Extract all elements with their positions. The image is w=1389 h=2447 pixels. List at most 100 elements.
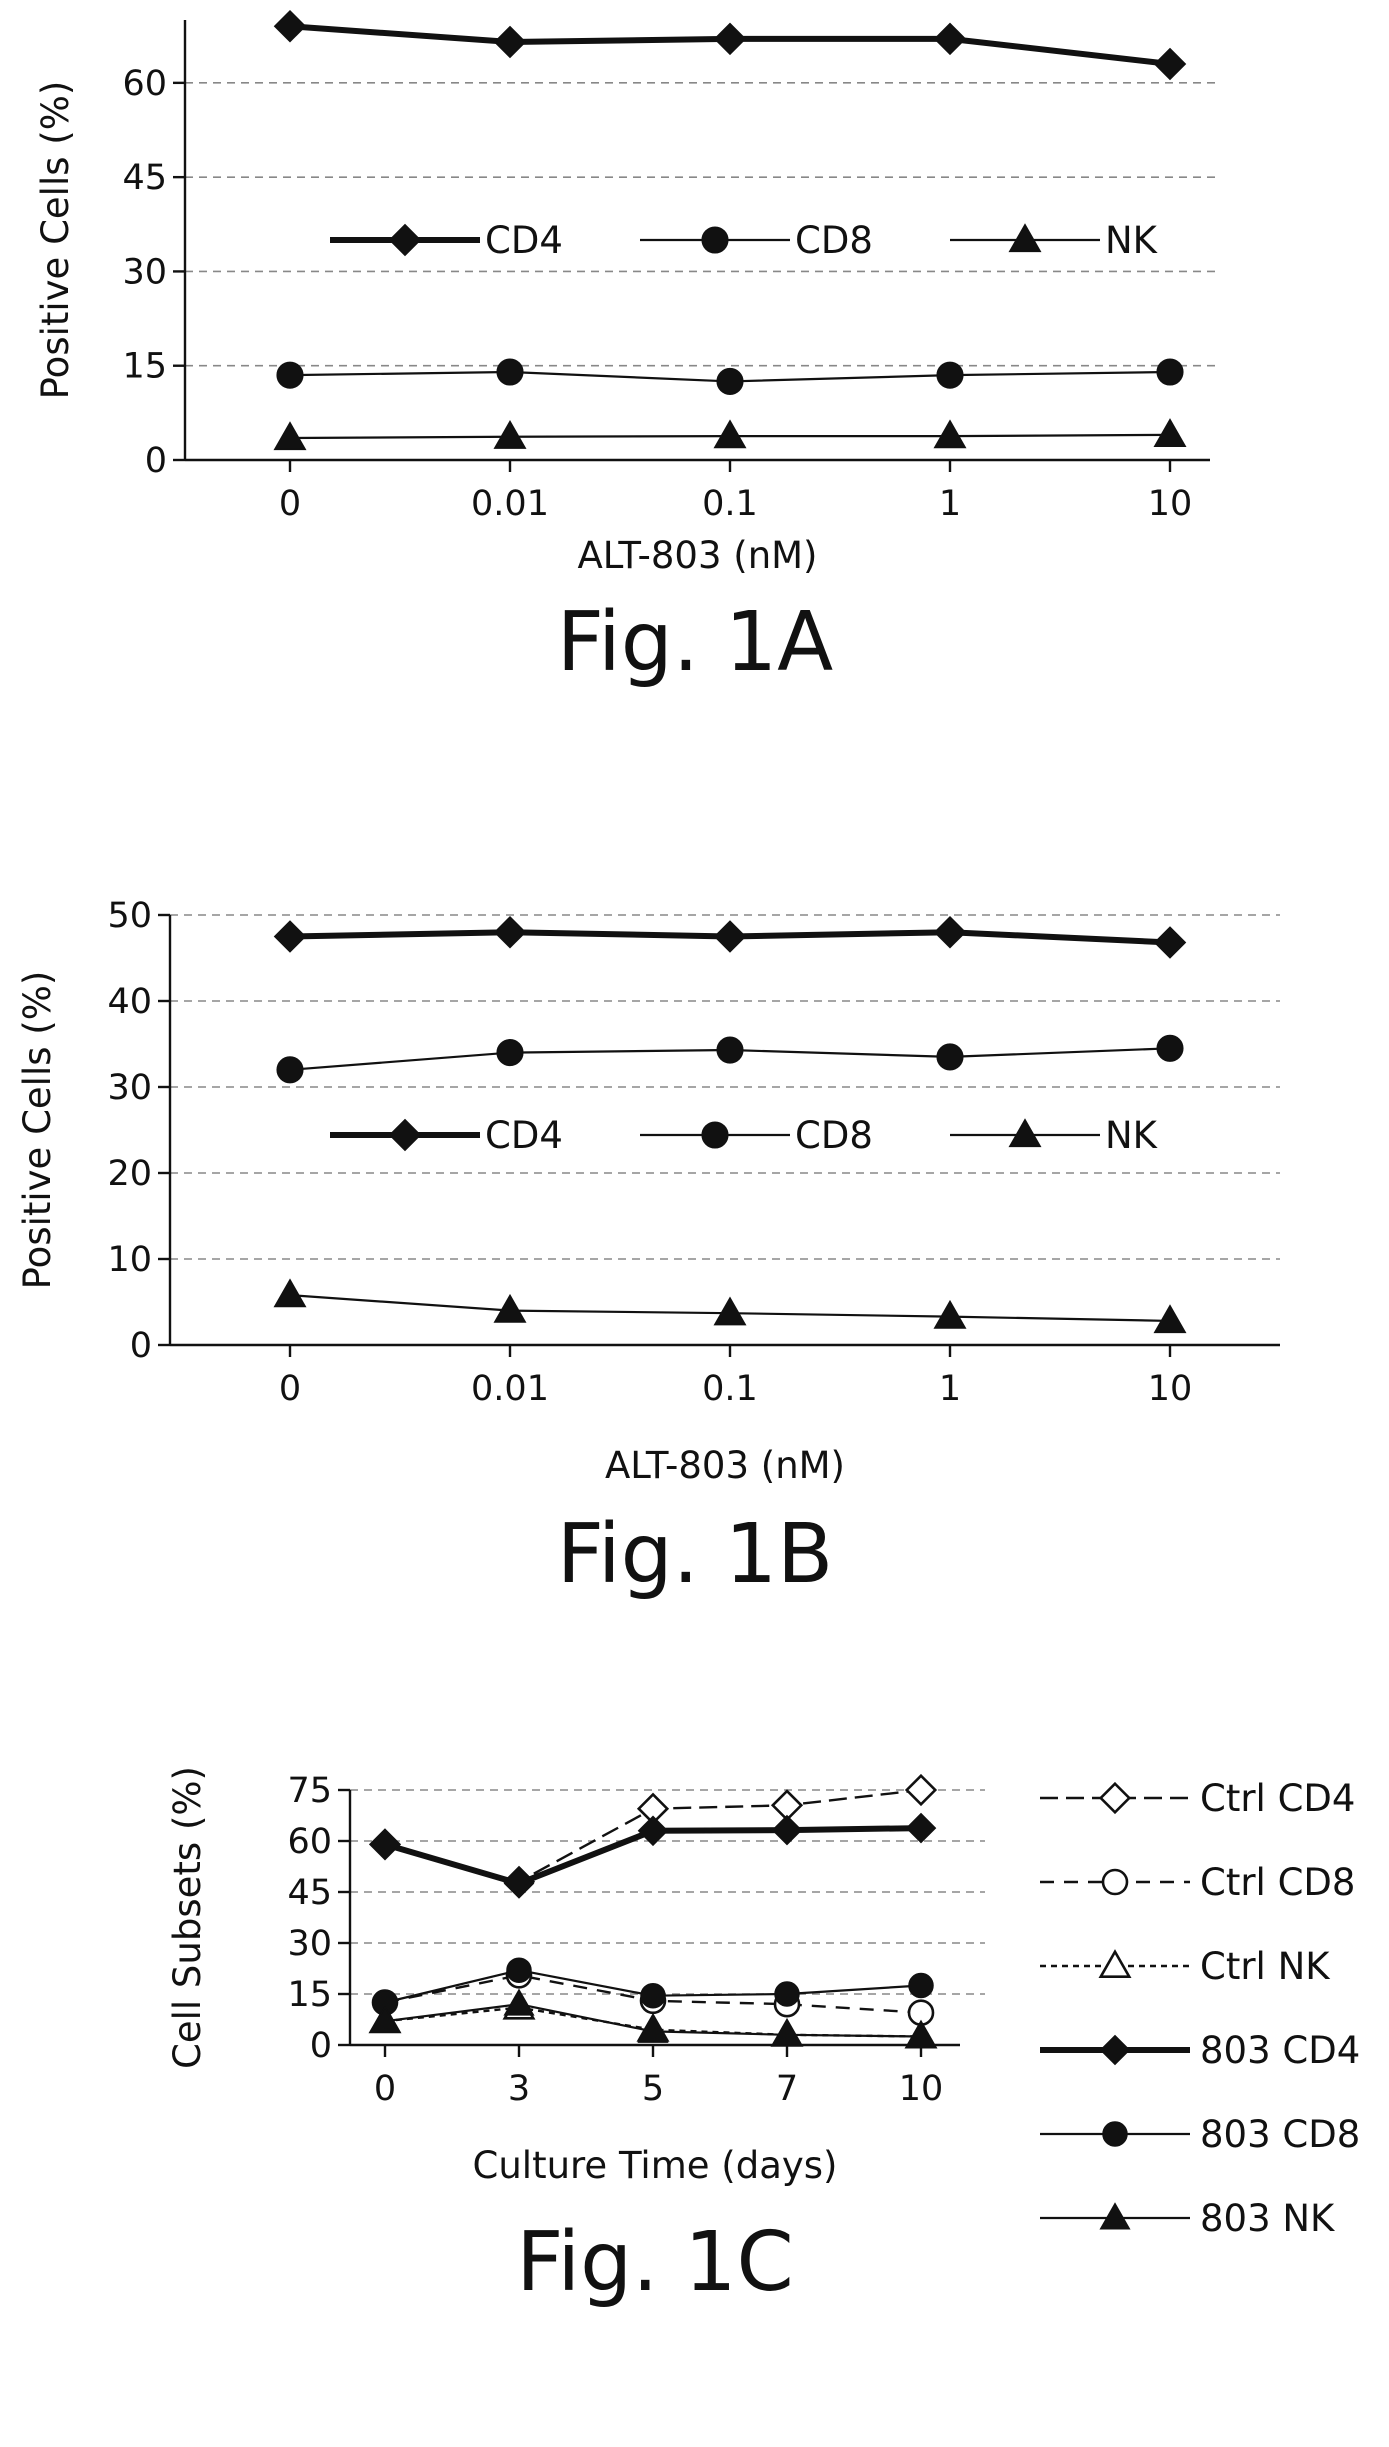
x-tick-label: 0 bbox=[374, 2069, 396, 2109]
panel-fig-1c: 0 15 30 45 60 75 0 3 5 7 10 Culture Time (days) Cell… bbox=[166, 1766, 1360, 2310]
x-tick-label: 1 bbox=[939, 1369, 961, 1409]
legend-marker-ctrl-cd8 bbox=[1101, 1868, 1129, 1896]
point-803-cd8-5 bbox=[640, 1982, 666, 2009]
point-cd8-1 bbox=[936, 361, 964, 389]
point-803-cd4-7 bbox=[771, 1814, 803, 1846]
legend-label-nk: NK bbox=[1105, 219, 1159, 262]
x-tick-label: 0.1 bbox=[702, 484, 758, 524]
point-nk-1 bbox=[933, 419, 967, 449]
y-tick-label: 45 bbox=[287, 1873, 332, 1913]
point-cd8-1 bbox=[936, 1043, 964, 1071]
x-tick-label: 7 bbox=[776, 2069, 798, 2109]
point-803-cd4-3 bbox=[503, 1868, 535, 1899]
legend-marker-ctrl-nk bbox=[1098, 1949, 1132, 1978]
legend-label-803-nk: 803 NK bbox=[1200, 2197, 1336, 2240]
point-cd8-0 bbox=[276, 1056, 304, 1084]
point-803-nk-10 bbox=[905, 2020, 937, 2048]
x-axis-label: ALT-803 (nM) bbox=[605, 1444, 845, 1487]
point-cd4-0-01 bbox=[493, 915, 527, 949]
point-nk-1 bbox=[933, 1299, 967, 1329]
point-cd8-0-01 bbox=[496, 358, 524, 386]
x-tick-label: 0.1 bbox=[702, 1369, 758, 1409]
point-cd8-0-01 bbox=[496, 1039, 524, 1067]
point-nk-10 bbox=[1153, 1304, 1187, 1334]
point-cd4-0-1 bbox=[713, 22, 747, 56]
point-803-nk-0 bbox=[369, 2005, 401, 2033]
point-803-cd8-3 bbox=[506, 1957, 532, 1983]
y-tick-label: 60 bbox=[287, 1822, 332, 1862]
point-803-cd4-0 bbox=[369, 1829, 401, 1860]
legend-marker-803-cd8 bbox=[1102, 2121, 1128, 2147]
legend-marker-cd4 bbox=[388, 223, 422, 257]
x-tick-label: 0.01 bbox=[471, 1369, 549, 1409]
y-tick-label: 50 bbox=[107, 896, 152, 936]
y-tick-label: 20 bbox=[107, 1154, 152, 1194]
point-803-cd8-10 bbox=[908, 1972, 934, 1999]
series-line-ctrl-nk bbox=[384, 2006, 922, 2038]
y-tick-label: 15 bbox=[287, 1975, 332, 2015]
figure-label: Fig. 1A bbox=[557, 595, 833, 690]
y-tick-label: 75 bbox=[287, 1771, 332, 1811]
point-ctrl-cd4-10 bbox=[904, 1773, 938, 1807]
legend-label-803-cd8: 803 CD8 bbox=[1200, 2113, 1360, 2156]
point-cd4-0-1 bbox=[713, 920, 747, 953]
x-tick-label: 0 bbox=[279, 1369, 301, 1409]
legend-marker-cd4 bbox=[388, 1118, 422, 1152]
legend-label-nk: NK bbox=[1105, 1114, 1159, 1157]
point-803-nk-3 bbox=[503, 1988, 535, 2016]
point-cd8-10 bbox=[1156, 358, 1184, 386]
x-tick-label: 3 bbox=[508, 2069, 530, 2109]
point-nk-10 bbox=[1153, 418, 1187, 448]
y-tick-label: 40 bbox=[107, 982, 152, 1022]
legend-label-ctrl-cd8: Ctrl CD8 bbox=[1200, 1861, 1355, 1904]
legend-label-cd4: CD4 bbox=[485, 219, 563, 262]
point-803-nk-7 bbox=[771, 2019, 803, 2047]
y-tick-label: 30 bbox=[287, 1924, 332, 1964]
legend-label-ctrl-nk: Ctrl NK bbox=[1200, 1945, 1331, 1988]
x-tick-label: 10 bbox=[1148, 484, 1193, 524]
legend-marker-nk bbox=[1008, 1118, 1042, 1148]
point-cd4-0 bbox=[273, 920, 307, 953]
legend-label-cd8: CD8 bbox=[795, 219, 873, 262]
x-tick-label: 10 bbox=[1148, 1369, 1193, 1409]
point-cd4-10 bbox=[1153, 47, 1187, 81]
y-tick-label: 0 bbox=[310, 2026, 332, 2066]
x-axis-label: Culture Time (days) bbox=[473, 2144, 838, 2187]
y-tick-label: 45 bbox=[122, 158, 167, 198]
figure-label: Fig. 1B bbox=[557, 1507, 834, 1602]
legend-marker-cd8 bbox=[701, 226, 729, 254]
point-cd8-0-1 bbox=[716, 367, 744, 395]
legend-label-cd8: CD8 bbox=[795, 1114, 873, 1157]
point-cd8-0 bbox=[276, 361, 304, 389]
legend-marker-ctrl-cd4 bbox=[1098, 1781, 1132, 1815]
legend-label-ctrl-cd4: Ctrl CD4 bbox=[1200, 1777, 1355, 1820]
y-tick-label: 60 bbox=[122, 64, 167, 104]
legend-label-cd4: CD4 bbox=[485, 1114, 563, 1157]
legend-marker-803-cd4 bbox=[1099, 2034, 1131, 2066]
legend-label-803-cd4: 803 CD4 bbox=[1200, 2029, 1360, 2072]
y-tick-label: 0 bbox=[130, 1326, 152, 1366]
point-nk-0-1 bbox=[713, 1296, 747, 1326]
point-cd4-0 bbox=[273, 10, 307, 43]
point-cd4-10 bbox=[1153, 926, 1187, 959]
x-tick-label: 1 bbox=[939, 484, 961, 524]
point-nk-0-01 bbox=[493, 1293, 527, 1323]
point-cd4-1 bbox=[933, 915, 967, 949]
y-tick-label: 0 bbox=[145, 441, 167, 481]
point-nk-0-1 bbox=[713, 419, 747, 449]
point-cd8-0-1 bbox=[716, 1036, 744, 1064]
y-axis-label: Positive Cells (%) bbox=[34, 81, 77, 400]
y-tick-label: 30 bbox=[122, 252, 167, 292]
point-nk-0-01 bbox=[493, 420, 527, 449]
point-cd8-10 bbox=[1156, 1034, 1184, 1062]
point-803-cd8-7 bbox=[774, 1981, 800, 2007]
point-803-nk-5 bbox=[637, 2015, 669, 2043]
point-nk-0 bbox=[273, 1278, 307, 1308]
point-803-cd4-10 bbox=[905, 1812, 937, 1844]
legend-marker-cd8 bbox=[701, 1121, 729, 1149]
figure-label: Fig. 1C bbox=[516, 2215, 794, 2310]
point-cd4-1 bbox=[933, 22, 967, 56]
x-tick-label: 10 bbox=[899, 2069, 944, 2109]
x-tick-label: 0.01 bbox=[471, 484, 549, 524]
